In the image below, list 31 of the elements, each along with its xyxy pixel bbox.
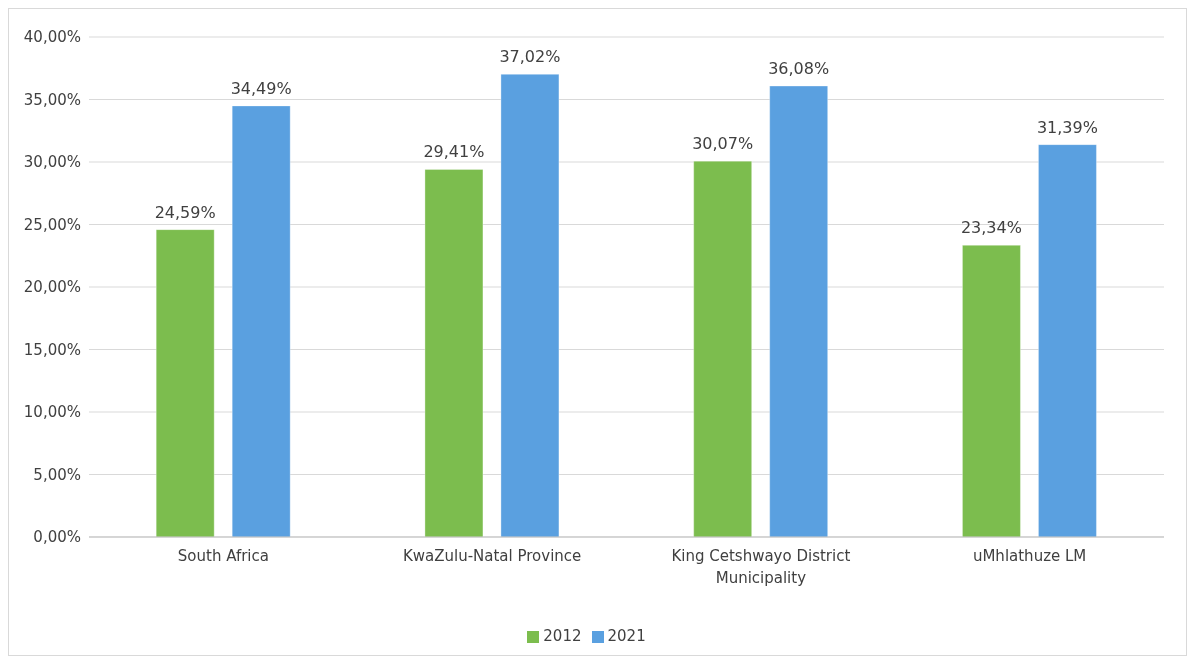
y-tick-label: 5,00%: [33, 465, 81, 484]
y-tick-label: 25,00%: [23, 215, 81, 234]
bar: [769, 85, 829, 537]
bar: [424, 168, 484, 537]
data-label: 31,39%: [1036, 117, 1098, 137]
bar: [231, 105, 291, 537]
bar: [155, 229, 215, 537]
y-tick-label: 0,00%: [33, 528, 81, 547]
data-label: 34,49%: [230, 78, 292, 98]
x-tick-label: South Africa: [177, 547, 269, 565]
data-label: 29,41%: [423, 142, 485, 162]
data-label: 23,34%: [960, 218, 1022, 238]
legend-label: 2021: [607, 627, 646, 645]
y-tick-label: 30,00%: [23, 153, 81, 172]
y-tick-label: 10,00%: [23, 403, 81, 422]
bar: [500, 73, 560, 537]
x-tick-label: uMhlathuze LM: [972, 547, 1087, 565]
y-tick-label: 15,00%: [23, 340, 81, 359]
data-label: 30,07%: [692, 134, 754, 154]
legend-label: 2012: [543, 627, 582, 645]
y-tick-label: 40,00%: [23, 28, 81, 47]
data-label: 37,02%: [499, 47, 561, 67]
x-tick-label: KwaZulu-Natal Province: [402, 547, 582, 565]
y-tick-label: 20,00%: [23, 278, 81, 297]
x-tick-label: King Cetshwayo District Municipality: [671, 547, 851, 587]
bar: [961, 244, 1021, 537]
bar: [693, 160, 753, 537]
y-tick-label: 35,00%: [23, 90, 81, 109]
data-label: 36,08%: [768, 59, 830, 78]
data-label: 24,59%: [154, 202, 216, 222]
bar: [1037, 144, 1097, 537]
